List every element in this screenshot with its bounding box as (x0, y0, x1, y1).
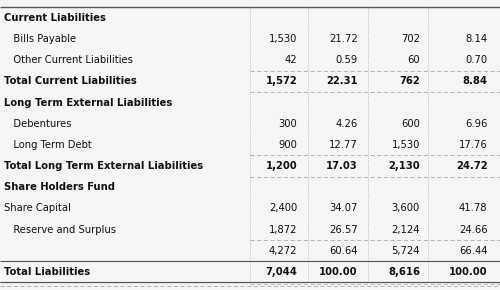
Text: Debentures: Debentures (4, 119, 71, 129)
Text: 3,600: 3,600 (392, 203, 420, 213)
Text: Long Term External Liabilities: Long Term External Liabilities (4, 97, 172, 108)
Text: 702: 702 (401, 34, 420, 44)
Text: 4.26: 4.26 (335, 119, 357, 129)
Text: 1,530: 1,530 (269, 34, 298, 44)
Text: 4,272: 4,272 (269, 246, 298, 256)
Text: Reserve and Surplus: Reserve and Surplus (4, 224, 116, 235)
Text: 0.70: 0.70 (466, 55, 487, 65)
Text: 1,872: 1,872 (269, 224, 298, 235)
Text: 1,572: 1,572 (266, 76, 298, 86)
Text: 7,044: 7,044 (266, 267, 298, 277)
Text: Share Capital: Share Capital (4, 203, 71, 213)
Text: Long Term Debt: Long Term Debt (4, 140, 92, 150)
Text: 12.77: 12.77 (329, 140, 358, 150)
Text: 1,530: 1,530 (392, 140, 420, 150)
Text: 300: 300 (279, 119, 297, 129)
Text: 2,124: 2,124 (392, 224, 420, 235)
Text: 100.00: 100.00 (449, 267, 488, 277)
Text: 900: 900 (278, 140, 297, 150)
Text: 8,616: 8,616 (388, 267, 420, 277)
Text: 5,724: 5,724 (392, 246, 420, 256)
Text: 41.78: 41.78 (459, 203, 488, 213)
Text: Current Liabilities: Current Liabilities (4, 13, 106, 23)
Text: 600: 600 (401, 119, 420, 129)
Text: Share Holders Fund: Share Holders Fund (4, 182, 115, 192)
Text: Bills Payable: Bills Payable (4, 34, 76, 44)
Text: 66.44: 66.44 (459, 246, 488, 256)
Text: 22.31: 22.31 (326, 76, 358, 86)
Text: 60.64: 60.64 (329, 246, 358, 256)
Text: 24.66: 24.66 (459, 224, 488, 235)
Text: 8.14: 8.14 (466, 34, 487, 44)
Text: 0.59: 0.59 (335, 55, 357, 65)
Text: 762: 762 (399, 76, 420, 86)
Text: 17.76: 17.76 (459, 140, 488, 150)
Text: 34.07: 34.07 (329, 203, 358, 213)
Text: 26.57: 26.57 (329, 224, 358, 235)
Text: 100.00: 100.00 (319, 267, 358, 277)
Text: Other Current Liabilities: Other Current Liabilities (4, 55, 133, 65)
Text: 21.72: 21.72 (329, 34, 358, 44)
Text: Total Current Liabilities: Total Current Liabilities (4, 76, 137, 86)
Text: Total Liabilities: Total Liabilities (4, 267, 90, 277)
Text: Total Long Term External Liabilities: Total Long Term External Liabilities (4, 161, 203, 171)
Text: 60: 60 (408, 55, 420, 65)
Text: 17.03: 17.03 (326, 161, 358, 171)
Text: 2,400: 2,400 (269, 203, 298, 213)
Text: 24.72: 24.72 (456, 161, 488, 171)
Text: 6.96: 6.96 (465, 119, 487, 129)
Text: 1,200: 1,200 (266, 161, 298, 171)
Text: 2,130: 2,130 (388, 161, 420, 171)
Text: 42: 42 (285, 55, 298, 65)
Text: 8.84: 8.84 (462, 76, 487, 86)
